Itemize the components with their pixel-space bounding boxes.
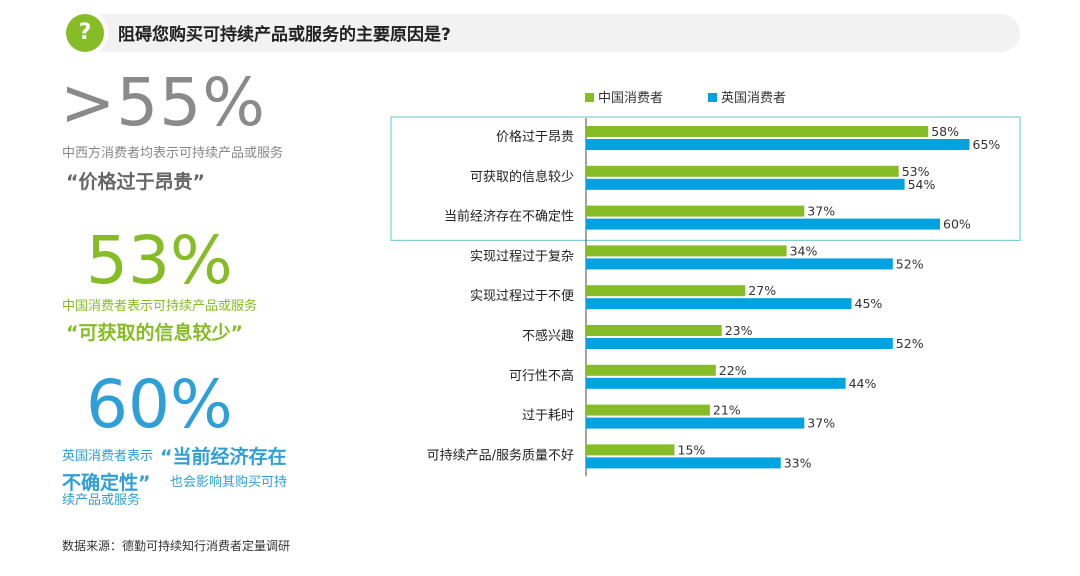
uk-bar	[586, 178, 905, 190]
china-value-label: 58%	[931, 124, 959, 139]
china-value-label: 22%	[719, 363, 747, 378]
stat-3-desc-line3: 续产品或服务	[62, 493, 141, 508]
highlight-box	[390, 116, 1021, 242]
uk-bar	[586, 457, 781, 469]
uk-bar	[586, 218, 940, 230]
data-source: 数据来源：德勤可持续知行消费者定量调研	[62, 539, 291, 553]
question-icon: ?	[62, 10, 108, 56]
question-mark-icon: ?	[66, 14, 104, 52]
uk-value-label: 33%	[784, 455, 812, 470]
stat-1-description: 中西方消费者均表示可持续产品或服务	[62, 146, 284, 161]
stat-3-quote-line1: “当前经济存在	[160, 446, 287, 468]
china-value-label: 23%	[725, 323, 753, 338]
question-text: 阻碍您购买可持续产品或服务的主要原因是?	[118, 25, 451, 45]
uk-bar	[586, 338, 893, 349]
china-value-label: 53%	[902, 164, 930, 179]
uk-value-label: 45%	[855, 296, 883, 311]
uk-value-label: 37%	[807, 416, 835, 431]
china-bar	[586, 165, 899, 177]
category-label: 可行性不高	[509, 368, 574, 384]
uk-value-label: 65%	[973, 137, 1001, 152]
category-label: 实现过程过于复杂	[470, 249, 574, 264]
uk-value-label: 52%	[896, 256, 924, 271]
uk-bar	[586, 298, 852, 310]
china-value-label: 34%	[790, 243, 818, 258]
china-bar	[586, 325, 722, 336]
category-label: 可持续产品/服务质量不好	[427, 447, 574, 463]
stat-2-number: 53%	[86, 222, 233, 299]
stat-2-description: 中国消费者表示可持续产品或服务	[62, 299, 258, 314]
category-label: 实现过程过于不便	[470, 289, 574, 304]
legend-swatch-1	[585, 93, 594, 102]
category-label: 价格过于昂贵	[496, 129, 574, 145]
legend-label-1: 中国消费者	[598, 91, 663, 106]
category-label: 可获取的信息较少	[470, 169, 574, 185]
uk-value-label: 52%	[896, 336, 924, 351]
category-label: 不感兴趣	[522, 328, 574, 344]
stat-3-quote-line2: 不确定性”	[62, 472, 151, 494]
stat-3-desc-prefix: 英国消费者表示	[62, 449, 154, 464]
uk-value-label: 54%	[908, 177, 936, 192]
stat-1-quote: “价格过于昂贵”	[66, 171, 205, 193]
china-bar	[586, 364, 716, 376]
uk-bar	[586, 417, 805, 429]
china-bar	[586, 404, 710, 416]
china-bar	[586, 444, 675, 456]
uk-bar	[586, 377, 846, 389]
uk-value-label: 44%	[849, 376, 877, 391]
stat-2-quote: “可获取的信息较少”	[66, 322, 243, 344]
uk-bar	[586, 258, 893, 270]
legend-swatch-2	[708, 93, 717, 102]
uk-bar	[586, 139, 970, 150]
china-bar	[586, 205, 805, 217]
stat-1-number: >55%	[60, 64, 266, 141]
uk-value-label: 60%	[943, 217, 971, 232]
stat-3-number: 60%	[86, 366, 233, 443]
china-value-label: 37%	[807, 204, 835, 219]
question-banner	[62, 14, 1020, 52]
china-bar	[586, 126, 929, 137]
china-bar	[586, 285, 746, 297]
china-value-label: 15%	[678, 442, 706, 457]
china-value-label: 27%	[748, 283, 776, 298]
china-value-label: 21%	[713, 403, 741, 418]
china-bar	[586, 245, 787, 257]
category-label: 过于耗时	[522, 409, 574, 424]
category-label: 当前经济存在不确定性	[444, 209, 574, 225]
legend-label-2: 英国消费者	[721, 91, 786, 106]
stat-3-desc-suffix: 也会影响其购买可持	[170, 475, 288, 490]
